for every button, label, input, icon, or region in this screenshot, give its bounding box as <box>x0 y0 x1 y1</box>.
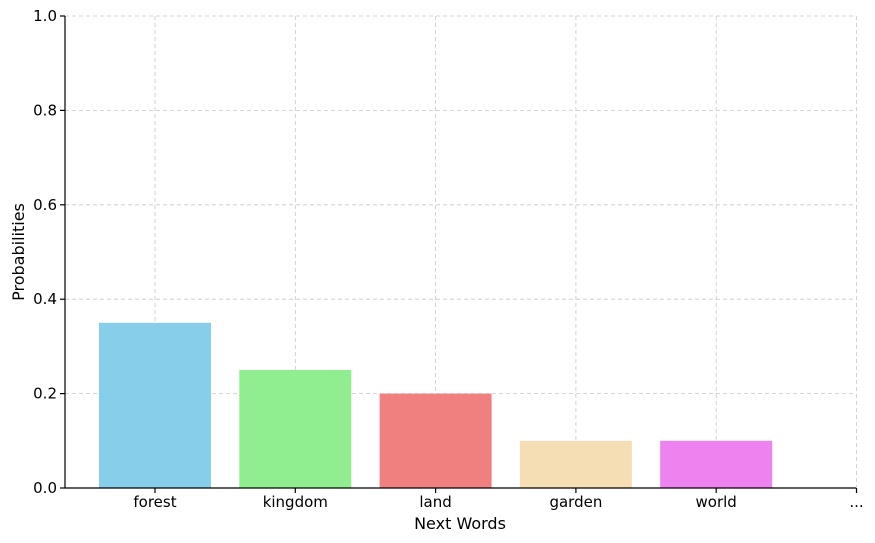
y-tick-label: 0.4 <box>33 290 57 308</box>
y-tick-label: 0.6 <box>33 196 57 214</box>
y-tick-label: 0.2 <box>33 385 57 403</box>
axes <box>64 16 856 489</box>
bar-world <box>660 440 773 488</box>
bar-forest <box>99 322 211 488</box>
x-tick-label: garden <box>549 493 602 511</box>
bar-land <box>379 393 492 488</box>
y-axis-label: Probabilities <box>9 203 28 301</box>
bars <box>99 322 773 488</box>
x-tick-label: ... <box>849 493 863 511</box>
bar-kingdom <box>239 370 352 488</box>
bar-garden <box>519 440 632 488</box>
x-tick-label: forest <box>133 493 176 511</box>
y-tick-label: 0.8 <box>33 101 57 119</box>
x-axis-label: Next Words <box>414 514 506 533</box>
x-tick-label: world <box>696 493 737 511</box>
x-tick-labels: forest kingdom land garden world... <box>133 488 864 511</box>
y-tick-label: 1.0 <box>33 7 57 25</box>
y-tick-labels: 0.0 0.2 0.4 0.6 0.8 1.0 <box>33 7 65 497</box>
y-tick-label: 0.0 <box>33 479 57 497</box>
x-tick-label: land <box>419 493 451 511</box>
x-tick-label: kingdom <box>263 493 328 511</box>
